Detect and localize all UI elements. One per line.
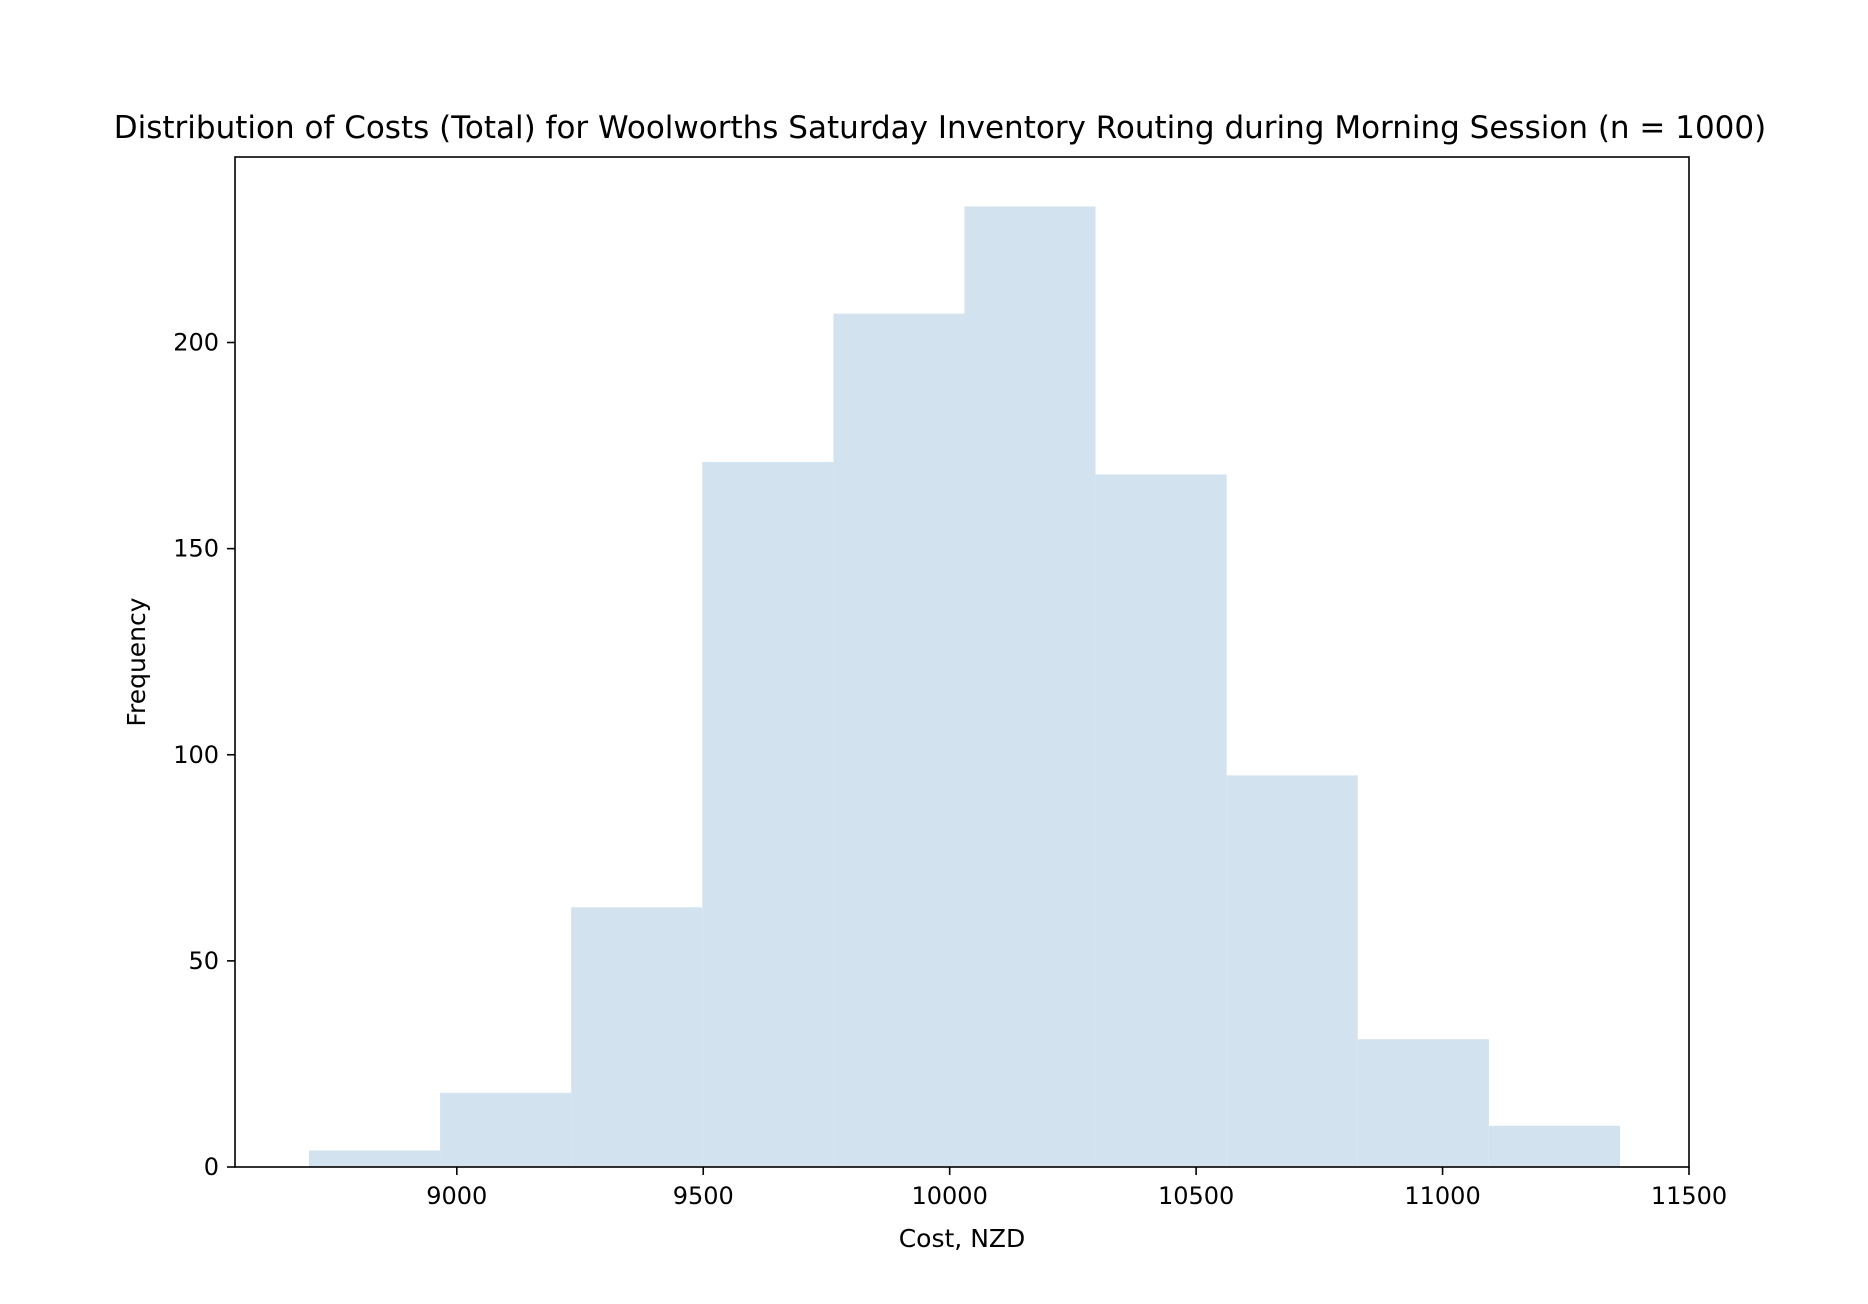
histogram-bar: [833, 313, 965, 1167]
histogram-bar: [1357, 1039, 1489, 1167]
histogram-bar: [1095, 474, 1227, 1167]
histogram-bar: [440, 1092, 572, 1167]
x-axis-ticks: 9000 9500 10000 10500 11000 11500: [426, 1167, 1727, 1210]
histogram-bar: [702, 462, 834, 1167]
histogram-bar: [964, 206, 1096, 1168]
x-tick-label: 9500: [673, 1182, 734, 1210]
histogram-bar: [1226, 775, 1358, 1167]
x-tick-label: 10000: [911, 1182, 987, 1210]
histogram-bar: [1488, 1125, 1620, 1167]
plot-frame: [234, 156, 1690, 1168]
x-tick-label: 9000: [426, 1182, 487, 1210]
chart-title: Distribution of Costs (Total) for Woolwo…: [114, 110, 1766, 146]
y-tick-label: 100: [173, 741, 219, 769]
histogram-bar: [571, 907, 703, 1167]
x-axis-label: Cost, NZD: [899, 1224, 1026, 1253]
x-tick-label: 11000: [1404, 1182, 1480, 1210]
y-tick-label: 200: [173, 329, 219, 357]
histogram-bar: [308, 1150, 441, 1167]
y-tick-label: 0: [204, 1153, 219, 1181]
y-axis-label: Frequency: [122, 597, 151, 726]
y-tick-label: 50: [188, 947, 219, 975]
bars-group: [308, 206, 1620, 1168]
x-tick-label: 11500: [1651, 1182, 1727, 1210]
y-axis-ticks: 0 50 100 150 200: [173, 329, 235, 1181]
y-tick-label: 150: [173, 535, 219, 563]
x-tick-label: 10500: [1158, 1182, 1234, 1210]
